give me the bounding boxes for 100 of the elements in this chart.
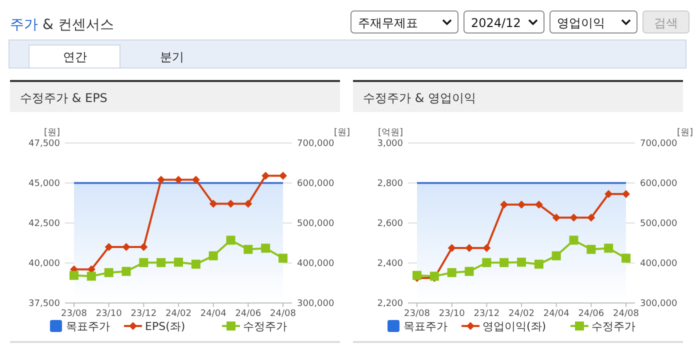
point <box>447 268 456 278</box>
y-tick-label: 45,000 <box>28 179 60 189</box>
legend-label: 영업이익(좌) <box>482 320 546 333</box>
point <box>209 200 218 208</box>
point <box>226 200 235 208</box>
y2-axis-title: [원] <box>676 128 693 138</box>
legend-label: EPS(좌) <box>145 320 186 333</box>
y-tick-label: 2,200 <box>377 299 404 309</box>
point <box>244 244 253 254</box>
point <box>569 236 578 245</box>
y-tick-label: 2,800 <box>377 179 404 189</box>
x-tick-label: 23/10 <box>96 309 122 319</box>
point <box>157 176 166 184</box>
point <box>139 258 148 268</box>
text: 분기 <box>160 50 184 64</box>
text: 주재무제표 <box>358 16 418 30</box>
x-tick-label: 24/02 <box>166 309 192 319</box>
x-tick-label: 24/06 <box>235 309 262 319</box>
y2-tick-label: 400,000 <box>297 259 334 269</box>
y2-tick-label: 500,000 <box>297 219 334 229</box>
point <box>534 260 544 269</box>
point <box>226 236 236 245</box>
point <box>104 243 113 251</box>
point <box>174 258 183 267</box>
x-tick-label: 23/08 <box>61 309 88 319</box>
point <box>278 254 288 263</box>
y2-axis-title: [원] <box>334 128 350 138</box>
x-tick-label: 24/08 <box>270 309 296 319</box>
chart-title: 수정주가 & EPS <box>20 91 108 105</box>
x-tick-label: 23/12 <box>474 309 500 319</box>
y2-tick-label: 600,000 <box>297 179 334 189</box>
legend-label: 수정주가 <box>592 320 636 333</box>
y2-tick-label: 300,000 <box>297 299 334 309</box>
y-tick-label: 2,600 <box>377 219 404 229</box>
y2-tick-label: 700,000 <box>640 139 678 149</box>
point <box>622 190 630 198</box>
point <box>552 251 561 260</box>
x-tick-label: 23/10 <box>438 309 466 319</box>
point <box>104 268 114 278</box>
y-axis-title: [원] <box>44 128 60 138</box>
y-tick-label: 2,400 <box>377 259 404 269</box>
point <box>464 266 474 276</box>
point <box>70 270 78 280</box>
x-tick-label: 24/02 <box>508 309 534 319</box>
point <box>622 254 630 263</box>
point <box>482 244 491 252</box>
point <box>534 200 543 209</box>
text: 주가 & 컨센서스 <box>10 17 114 33</box>
text: 연간 <box>63 50 87 64</box>
y2-tick-label: 700,000 <box>297 139 334 149</box>
point <box>174 176 182 184</box>
y-tick-label: 3,000 <box>377 139 404 149</box>
y-tick-label: 40,000 <box>28 259 60 269</box>
point <box>192 176 200 184</box>
x-tick-label: 23/12 <box>130 309 157 319</box>
point <box>412 270 422 280</box>
point <box>518 200 526 209</box>
point <box>244 200 252 208</box>
text: 영업이익 <box>557 16 605 30</box>
point <box>279 172 287 180</box>
point <box>586 244 596 254</box>
point <box>465 244 474 252</box>
point <box>500 200 508 209</box>
point <box>156 258 166 268</box>
x-tick-label: 24/04 <box>543 309 570 319</box>
point <box>261 244 270 253</box>
chart-title: 수정주가 & 영업이익 <box>363 91 476 105</box>
point <box>604 244 614 253</box>
x-tick-label: 24/04 <box>200 309 227 319</box>
legend-label: 수정주가 <box>243 320 287 333</box>
point <box>140 243 148 251</box>
point <box>517 258 526 267</box>
x-tick-label: 24/06 <box>578 309 604 319</box>
point <box>262 172 270 180</box>
y2-tick-label: 400,000 <box>640 259 678 269</box>
point <box>448 244 456 252</box>
y2-tick-label: 300,000 <box>640 299 678 309</box>
point <box>500 258 509 268</box>
y2-tick-label: 600,000 <box>640 179 678 189</box>
point <box>587 214 596 222</box>
text: 검색 <box>654 16 678 30</box>
point <box>570 214 578 222</box>
point <box>86 272 96 281</box>
legend-label: 목표주가 <box>404 320 448 333</box>
y2-tick-label: 500,000 <box>640 219 678 229</box>
legend-label: 목표주가 <box>66 320 110 333</box>
x-tick-label: 24/08 <box>613 309 640 319</box>
y-tick-label: 47,500 <box>28 139 60 149</box>
point <box>552 214 560 222</box>
point <box>430 272 439 281</box>
y-tick-label: 42,500 <box>28 219 60 229</box>
point <box>122 243 130 251</box>
point <box>191 260 200 269</box>
point <box>122 266 131 276</box>
x-tick-label: 23/08 <box>404 309 430 319</box>
y-axis-title: [억원] <box>378 128 403 138</box>
y-tick-label: 37,500 <box>28 299 60 309</box>
point <box>208 251 218 260</box>
text: 2024/12 <box>471 16 521 30</box>
point <box>482 258 492 268</box>
